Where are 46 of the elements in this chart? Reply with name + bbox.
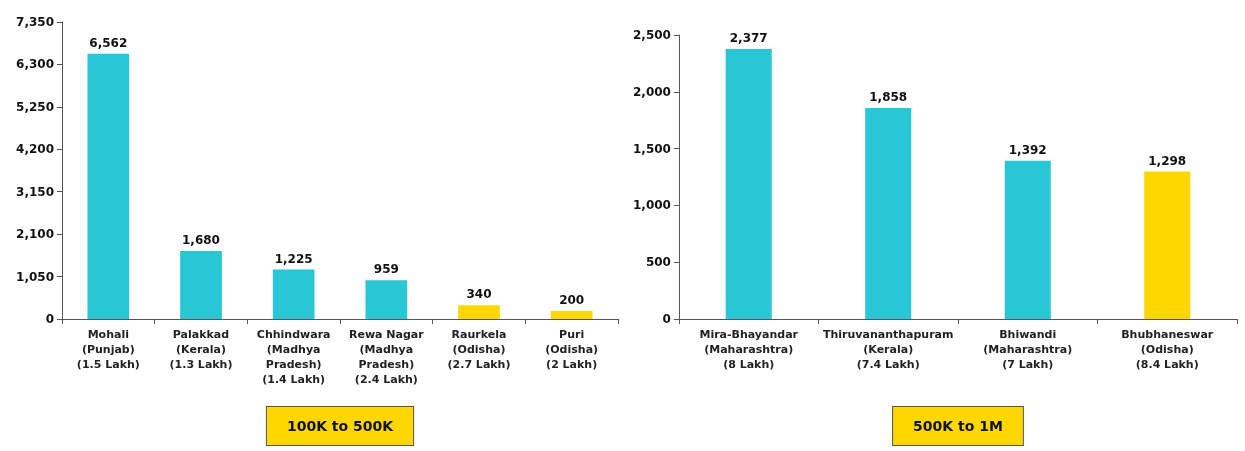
bar	[180, 251, 222, 319]
y-tick-label: 6,300	[16, 57, 54, 72]
bar	[458, 305, 500, 319]
x-tick-label: Palakkad (Kerala) (1.3 Lakh)	[169, 328, 233, 371]
data-label: 340	[466, 287, 492, 302]
y-tick-label: 3,150	[16, 184, 54, 199]
bar	[365, 280, 408, 319]
x-tick-label: Thiruvananthapuram (Kerala) (7.4 Lakh)	[822, 328, 954, 371]
x-tick-label: Mohali (Punjab) (1.5 Lakh)	[76, 328, 140, 371]
data-label: 1,858	[869, 89, 908, 104]
y-tick-label: 4,200	[16, 142, 54, 157]
y-tick-label: 500	[645, 255, 671, 270]
x-tick-label: Bhiwandi (Maharashtra) (7 Lakh)	[983, 328, 1073, 371]
data-label: 2,377	[729, 30, 768, 45]
bar	[550, 310, 593, 319]
data-label: 959	[373, 262, 399, 277]
y-tick-label: 1,500	[632, 141, 671, 156]
data-label: 1,225	[274, 251, 313, 266]
y-tick-label: 1,000	[632, 198, 671, 213]
x-axis-title: 100K to 500K	[286, 418, 395, 434]
x-tick-label: Rewa Nagar (Madhya Pradesh) (2.4 Lakh)	[348, 328, 425, 386]
x-tick-label: Puri (Odisha) (2 Lakh)	[545, 328, 599, 371]
x-tick-label: Mira-Bhayandar (Maharashtra) (8 Lakh)	[699, 328, 799, 371]
bar	[725, 48, 772, 319]
data-label: 1,298	[1148, 153, 1187, 168]
x-axis-title: 500K to 1M	[913, 418, 1003, 434]
data-label: 6,562	[89, 35, 128, 50]
y-tick-label: 2,000	[632, 84, 671, 99]
data-label: 1,680	[182, 233, 220, 248]
x-tick-label: Raurkela (Odisha) (2.7 Lakh)	[447, 328, 511, 371]
data-label: 200	[559, 292, 585, 307]
y-tick-label: 2,100	[16, 227, 54, 242]
x-tick-label: Chhindwara (Madhya Pradesh) (1.4 Lakh)	[256, 328, 331, 386]
bar	[1004, 160, 1051, 319]
bar	[1144, 171, 1191, 319]
y-tick-label: 0	[45, 312, 54, 326]
bar	[865, 107, 912, 319]
y-tick-label: 7,350	[16, 15, 54, 29]
y-tick-label: 0	[662, 312, 671, 326]
data-label: 1,392	[1008, 142, 1047, 157]
y-tick-label: 2,500	[632, 28, 671, 42]
y-tick-label: 5,250	[16, 99, 54, 114]
y-tick-label: 1,050	[16, 269, 54, 284]
bar	[272, 269, 315, 319]
bar	[87, 53, 130, 319]
x-tick-label: Bhubhaneswar (Odisha) (8.4 Lakh)	[1121, 328, 1214, 371]
